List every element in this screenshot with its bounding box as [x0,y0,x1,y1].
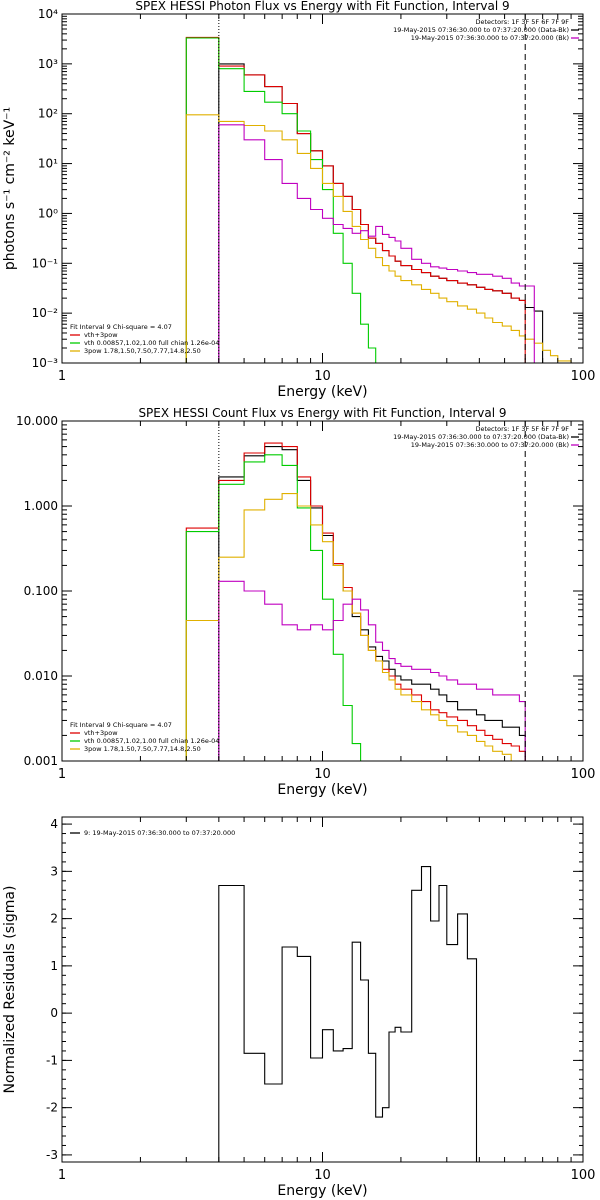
y-tick-label: 0.001 [24,754,58,768]
y-tick-label: 3 [50,864,58,878]
legend-fit-label: Fit Interval 9 Chi-square = 4.07 [70,721,172,729]
y-tick-label: -2 [46,1101,58,1115]
header-line-2: 19-May-2015 07:36:30.000 to 07:37:20.000… [393,433,569,441]
x-axis-label: Energy (keV) [277,384,367,400]
header-line-3: 19-May-2015 07:36:30.000 to 07:37:20.000… [411,441,569,449]
series-group [185,36,572,363]
series-line-5 [218,580,526,761]
y-tick-label: 10⁴ [38,7,58,21]
legend-entry-3: 3pow 1.78,1.50,7.50,7.77,14.8,2.50 [84,347,201,355]
legend-entry-2: vth 0.00857,1.02,1.00 full chian 1.26e-0… [84,339,219,347]
x-tick-label: 10 [314,767,331,782]
legend-entry-2: vth 0.00857,1.02,1.00 full chian 1.26e-0… [84,737,219,745]
x-tick-label: 1 [58,1168,66,1183]
x-axis-label: Energy (keV) [277,1183,367,1199]
header-line-3: 19-May-2015 07:36:30.000 to 07:37:20.000… [411,34,569,42]
x-tick-label: 1 [58,369,66,384]
x-tick-label: 1 [58,767,66,782]
series-group [185,442,526,761]
x-tick-label: 100 [571,369,596,384]
x-tick-label: 100 [571,1168,596,1183]
chart-panel-3: 1 10 100 -3 -2 -1 0 1 2 3 4 Energy (keV) Normalized … [2,816,596,1199]
legend-entry-1: vth+3pow [84,729,118,737]
y-tick-label: 10⁻³ [32,356,59,370]
series-line-3 [185,454,362,761]
series-line-2 [185,442,526,761]
y-tick-label: 1 [50,959,58,973]
y-tick-label: 0 [50,1006,58,1020]
y-tick-label: -3 [46,1148,58,1162]
y-axis-label: Normalized Residuals (sigma) [2,886,18,1094]
series-group [218,866,478,1162]
chart-title: SPEX HESSI Count Flux vs Energy with Fit… [138,406,506,420]
chart-title: SPEX HESSI Photon Flux vs Energy with Fi… [135,0,509,13]
y-tick-label: 10¹ [38,157,58,171]
series-line-3 [185,37,377,363]
y-tick-label: 10⁻² [32,306,59,320]
series-line-2 [185,36,526,363]
legend-entry-1: 9: 19-May-2015 07:36:30.000 to 07:37:20.… [84,829,235,837]
y-tick-label: -1 [46,1053,58,1067]
header-line-1: Detectors: 1F 3F 5F 6F 7F 9F [475,18,569,26]
header-line-1: Detectors: 1F 3F 5F 6F 7F 9F [475,425,569,433]
plot-frame [61,816,584,1163]
chart-panel-2: SPEX HESSI Count Flux vs Energy with Fit… [16,406,595,798]
y-tick-label: 10³ [38,57,58,71]
series-line-4 [185,114,572,363]
header-line-2: 19-May-2015 07:36:30.000 to 07:37:20.000… [393,26,569,34]
y-tick-label: 1.000 [24,499,58,513]
series-line-1 [218,866,478,1162]
x-tick-label: 100 [571,767,596,782]
y-tick-label: 10⁰ [38,206,58,220]
y-tick-label: 2 [50,912,58,926]
y-tick-label: 10⁻¹ [32,256,59,270]
legend-entry-3: 3pow 1.78,1.50,7.50,7.77,14.8,2.50 [84,745,201,753]
y-tick-label: 0.100 [24,584,58,598]
series-line-4 [185,493,526,761]
y-tick-label: 4 [50,817,58,831]
series-line-5 [218,124,535,363]
x-tick-label: 10 [314,1168,331,1183]
y-axis-label: photons s⁻¹ cm⁻² keV⁻¹ [2,107,18,270]
legend-fit-label: Fit Interval 9 Chi-square = 4.07 [70,323,172,331]
series-line-1 [218,446,526,761]
chart-panel-1: SPEX HESSI Photon Flux vs Energy with Fi… [2,0,595,400]
y-tick-label: 10.000 [16,414,58,428]
legend-entry-1: vth+3pow [84,331,118,339]
y-tick-label: 0.010 [24,669,58,683]
y-tick-label: 10² [38,107,58,121]
x-tick-label: 10 [314,369,331,384]
x-axis-label: Energy (keV) [277,782,367,798]
